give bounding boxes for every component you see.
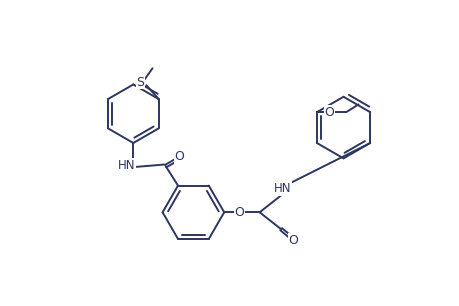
Text: S: S <box>136 76 144 89</box>
Text: O: O <box>288 233 298 247</box>
Text: HN: HN <box>274 182 291 195</box>
Text: O: O <box>324 106 333 119</box>
Text: O: O <box>174 150 184 163</box>
Text: O: O <box>234 206 244 219</box>
Text: HN: HN <box>118 159 135 172</box>
